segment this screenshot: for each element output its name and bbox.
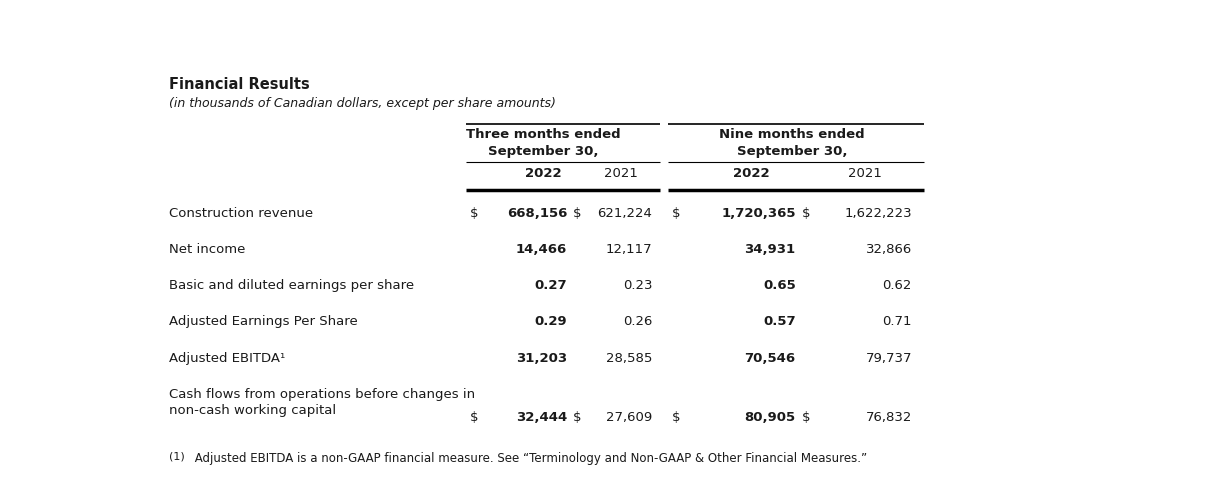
Text: 0.65: 0.65: [763, 279, 796, 292]
Text: 28,585: 28,585: [606, 352, 652, 364]
Text: $: $: [802, 207, 811, 220]
Text: $: $: [471, 411, 479, 424]
Text: 0.62: 0.62: [883, 279, 912, 292]
Text: Three months ended
September 30,: Three months ended September 30,: [467, 128, 620, 158]
Text: Financial Results: Financial Results: [169, 78, 310, 92]
Text: 2021: 2021: [605, 167, 639, 180]
Text: 0.57: 0.57: [763, 316, 796, 328]
Text: $: $: [802, 411, 811, 424]
Text: 2021: 2021: [848, 167, 883, 180]
Text: 14,466: 14,466: [516, 243, 567, 256]
Text: Adjusted EBITDA¹: Adjusted EBITDA¹: [169, 352, 285, 364]
Text: Nine months ended
September 30,: Nine months ended September 30,: [719, 128, 864, 158]
Text: $: $: [471, 207, 479, 220]
Text: 0.26: 0.26: [623, 316, 652, 328]
Text: 80,905: 80,905: [745, 411, 796, 424]
Text: Cash flows from operations before changes in
non-cash working capital: Cash flows from operations before change…: [169, 388, 475, 417]
Text: $: $: [573, 207, 581, 220]
Text: (in thousands of Canadian dollars, except per share amounts): (in thousands of Canadian dollars, excep…: [169, 97, 556, 110]
Text: 621,224: 621,224: [597, 207, 652, 220]
Text: 0.27: 0.27: [534, 279, 567, 292]
Text: 0.29: 0.29: [534, 316, 567, 328]
Text: 27,609: 27,609: [606, 411, 652, 424]
Text: (1): (1): [169, 452, 185, 462]
Text: 31,203: 31,203: [516, 352, 567, 364]
Text: 32,866: 32,866: [865, 243, 912, 256]
Text: 2022: 2022: [525, 167, 562, 180]
Text: Basic and diluted earnings per share: Basic and diluted earnings per share: [169, 279, 414, 292]
Text: 79,737: 79,737: [865, 352, 912, 364]
Text: 1,622,223: 1,622,223: [845, 207, 912, 220]
Text: $: $: [573, 411, 581, 424]
Text: 34,931: 34,931: [745, 243, 796, 256]
Text: 1,720,365: 1,720,365: [722, 207, 796, 220]
Text: 668,156: 668,156: [507, 207, 567, 220]
Text: $: $: [672, 411, 680, 424]
Text: Adjusted Earnings Per Share: Adjusted Earnings Per Share: [169, 316, 358, 328]
Text: Construction revenue: Construction revenue: [169, 207, 313, 220]
Text: 32,444: 32,444: [516, 411, 567, 424]
Text: Adjusted EBITDA is a non-GAAP financial measure. See “Terminology and Non-GAAP &: Adjusted EBITDA is a non-GAAP financial …: [191, 452, 867, 465]
Text: 12,117: 12,117: [606, 243, 652, 256]
Text: 2022: 2022: [733, 167, 769, 180]
Text: $: $: [672, 207, 680, 220]
Text: Net income: Net income: [169, 243, 246, 256]
Text: 0.71: 0.71: [883, 316, 912, 328]
Text: 0.23: 0.23: [623, 279, 652, 292]
Text: 76,832: 76,832: [865, 411, 912, 424]
Text: 70,546: 70,546: [745, 352, 796, 364]
